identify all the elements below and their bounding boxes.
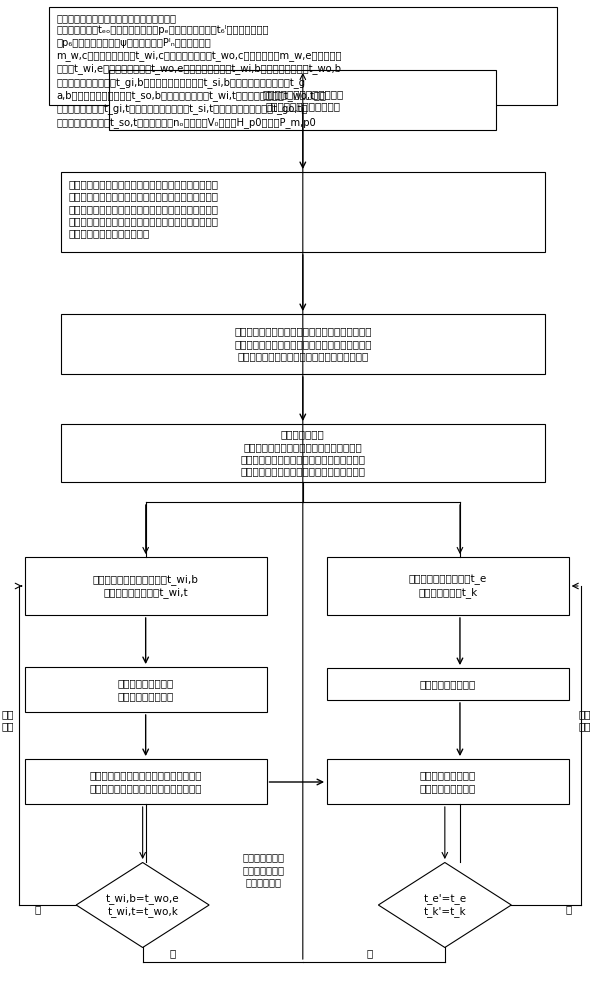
Text: 是: 是 [170,948,176,958]
FancyBboxPatch shape [327,759,569,804]
Text: 判断模型计算出
的温度是否与假
定的温度相等: 判断模型计算出 的温度是否与假 定的温度相等 [243,853,284,887]
Text: 蒸发器性能模型计算
冷凝器性能模型计算: 蒸发器性能模型计算 冷凝器性能模型计算 [420,770,476,793]
FancyBboxPatch shape [110,70,496,130]
Text: 表冷器性能模型计算
冷却塔性能模型计算: 表冷器性能模型计算 冷却塔性能模型计算 [117,678,174,701]
Text: 输出系统运行参数、计算系统
各部件能耗及系统综合效率: 输出系统运行参数、计算系统 各部件能耗及系统综合效率 [262,89,344,111]
FancyBboxPatch shape [49,7,557,105]
Text: t_e'=t_e
t_k'=t_k: t_e'=t_e t_k'=t_k [424,893,466,917]
FancyBboxPatch shape [61,424,544,482]
FancyBboxPatch shape [25,667,267,712]
Text: 假定：冷冻水进表冷器温度t_wi,b
冷却水进冷却塔温度t_wi,t: 假定：冷冻水进表冷器温度t_wi,b 冷却水进冷却塔温度t_wi,t [93,574,198,598]
Text: 否: 否 [35,904,41,914]
Text: 冷冻水泵模型及冷冻水输送管路模型计算
冷却水泵模型及冷却水输送管路模型计算: 冷冻水泵模型及冷冻水输送管路模型计算 冷却水泵模型及冷却水输送管路模型计算 [90,770,202,793]
Text: 压缩机性能模型计算: 压缩机性能模型计算 [420,679,476,689]
FancyBboxPatch shape [25,759,267,804]
Text: 利用以上实测数据，基于特征识别方法，采用最小二乘
法分别求解得到中央空调系统中冷水机组性能预测模型
、表冷器性能预测模型、冷却塔性能预测模型、水泵模
型、流体输: 利用以上实测数据，基于特征识别方法，采用最小二乘 法分别求解得到中央空调系统中冷… [68,179,218,239]
FancyBboxPatch shape [61,172,544,252]
Text: 调整
温度: 调整 温度 [578,709,590,731]
Text: 将已求得各部件特征参数的各部件性能预测模型以
及流体输配管路阻力模型，按照与既有中央空调系
统运行物理过程相一致的连接方式进行有机结合: 将已求得各部件特征参数的各部件性能预测模型以 及流体输配管路阻力模型，按照与既有… [234,327,371,361]
Text: 调整
温度: 调整 温度 [2,709,14,731]
FancyBboxPatch shape [25,557,267,615]
Text: 是: 是 [366,948,373,958]
Polygon shape [76,862,209,948]
Polygon shape [378,862,511,948]
Text: 假定：蒸发器蒸发温度t_e
冷凝器冷凝温度t_k: 假定：蒸发器蒸发温度t_e 冷凝器冷凝温度t_k [409,574,487,598]
Text: 模拟工况输入：
压缩机负荷率，冷冻水流量，冷却水流量，
表冷器进口风量，表冷器进口干、湿球温度，
冷却塔进口风量，冷却塔进口干、湿球温度；: 模拟工况输入： 压缩机负荷率，冷冻水流量，冷却水流量， 表冷器进口风量，表冷器进… [240,429,365,477]
FancyBboxPatch shape [327,557,569,615]
FancyBboxPatch shape [61,314,544,374]
Text: 否: 否 [566,904,572,914]
FancyBboxPatch shape [327,668,569,700]
Text: 实测中央空调系统相关运行数据，主要包括：
压缩机吸气温度tₑₒ，压缩机吸气压力pₑ，压缩机排气温度t₆ᴵ，压缩机排气压
力p₆，冷水机组负荷率ψ，压缩机功率Pᴵ: 实测中央空调系统相关运行数据，主要包括： 压缩机吸气温度tₑₒ，压缩机吸气压力p… [56,13,342,128]
Text: t_wi,b=t_wo,e
t_wi,t=t_wo,k: t_wi,b=t_wo,e t_wi,t=t_wo,k [106,893,180,917]
